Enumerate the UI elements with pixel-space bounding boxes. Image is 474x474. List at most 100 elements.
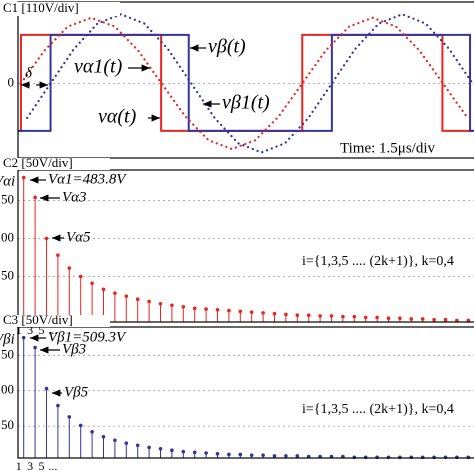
stem-marker	[318, 314, 322, 318]
series-line	[26, 13, 474, 154]
stem-marker	[181, 305, 186, 309]
stem-marker	[67, 415, 72, 419]
stem-marker	[113, 291, 117, 295]
x-tick-label: 3	[27, 459, 33, 473]
panel-frame	[17, 169, 474, 323]
annotation: i={1,3,5 .... (2k+1)}, k=0,4	[302, 254, 454, 269]
stem-marker	[295, 313, 300, 317]
title-bg	[0, 158, 110, 170]
y-tick-label: 50	[1, 346, 14, 361]
panel-frame	[17, 1, 474, 159]
stem-marker	[78, 274, 83, 279]
stem-marker	[341, 314, 345, 319]
annotation: vβ(t)	[208, 36, 246, 58]
stem-marker	[204, 307, 208, 311]
stem-marker	[466, 318, 471, 323]
y-tick-label: 0	[8, 74, 15, 89]
y-tick-label: 50	[1, 191, 14, 206]
annotation: Vα1=483.8V	[48, 171, 127, 187]
stem-marker	[261, 311, 265, 315]
stem-marker	[306, 313, 311, 317]
stem-marker	[78, 423, 83, 428]
stem-marker	[409, 317, 414, 321]
stem-marker	[238, 309, 243, 314]
x-tick-label: ...	[48, 459, 57, 473]
stem-marker	[215, 308, 220, 312]
series-line	[18, 33, 474, 132]
stem-marker	[192, 306, 197, 311]
stem-marker	[295, 454, 300, 458]
stem-marker	[329, 314, 334, 318]
stem-marker	[238, 452, 243, 457]
annotation: Time: 1.5μs/div	[340, 140, 436, 156]
stem-marker	[249, 310, 254, 314]
stem-marker	[352, 314, 357, 319]
series-line	[18, 33, 474, 132]
x-tick-label: 1	[16, 323, 22, 337]
stem-marker	[33, 345, 37, 350]
y-axis-label: Vαi	[0, 173, 15, 189]
title-bg	[0, 315, 110, 327]
stem-marker	[67, 266, 72, 270]
stem-marker	[158, 301, 163, 306]
x-tick-label: 5	[39, 323, 45, 337]
stem-marker	[204, 451, 208, 455]
stem-marker	[44, 386, 49, 391]
stem-marker	[215, 451, 220, 456]
stem-marker	[363, 315, 368, 320]
y-tick-label: 00	[1, 382, 14, 397]
annotation: vβ1(t)	[222, 92, 270, 114]
annotation: Vβ3	[62, 341, 86, 357]
stem-marker	[272, 454, 277, 458]
stem-marker	[261, 453, 265, 457]
panel-title: C2 [50V/div]	[3, 155, 73, 170]
stem-marker	[147, 299, 151, 304]
x-tick-label: 1	[16, 459, 22, 473]
annotation: Vβ5	[64, 384, 89, 400]
stem-marker	[33, 195, 37, 200]
stem-marker	[158, 446, 163, 451]
stem-marker	[21, 335, 26, 340]
annotation: Vα3	[62, 189, 87, 205]
stem-marker	[124, 294, 129, 298]
stem-marker	[398, 316, 402, 321]
stem-marker	[375, 315, 379, 320]
stem-marker	[227, 452, 231, 457]
stem-marker	[90, 430, 94, 434]
stem-marker	[90, 281, 94, 286]
stem-marker	[284, 312, 288, 317]
stem-marker	[101, 287, 106, 292]
y-tick-label: 50	[1, 417, 14, 432]
stem-marker	[284, 454, 288, 458]
stem-marker	[192, 450, 197, 455]
stem-marker	[227, 308, 231, 313]
stem-marker	[147, 445, 151, 450]
annotation: δ	[25, 65, 33, 81]
annotation: i={1,3,5 .... (2k+1)}, k=0,4	[302, 402, 454, 417]
panel-title: C1 [110V/div]	[3, 0, 79, 15]
stem-marker	[272, 311, 277, 316]
stem-marker	[443, 317, 448, 322]
title-bg	[0, 2, 120, 16]
stem-marker	[56, 403, 60, 408]
stem-marker	[135, 297, 140, 302]
stem-marker	[249, 453, 254, 457]
y-tick-label: 00	[1, 229, 14, 244]
stem-marker	[135, 443, 140, 448]
annotation: vα(t)	[98, 106, 137, 128]
label-bg	[336, 141, 472, 157]
series-line	[19, 16, 468, 151]
x-tick-label: 3	[27, 323, 33, 337]
annotation: vα1(t)	[74, 56, 123, 78]
stem-marker	[56, 253, 60, 257]
stem-marker	[124, 441, 129, 445]
stem-marker	[420, 317, 425, 321]
stem-marker	[455, 318, 459, 323]
annotation: Vβ1=509.3V	[48, 329, 127, 345]
stem-marker	[386, 316, 391, 321]
stem-marker	[21, 175, 26, 180]
stem-marker	[101, 434, 106, 439]
x-tick-label: ...	[48, 323, 57, 337]
y-tick-label: 50	[1, 267, 14, 282]
